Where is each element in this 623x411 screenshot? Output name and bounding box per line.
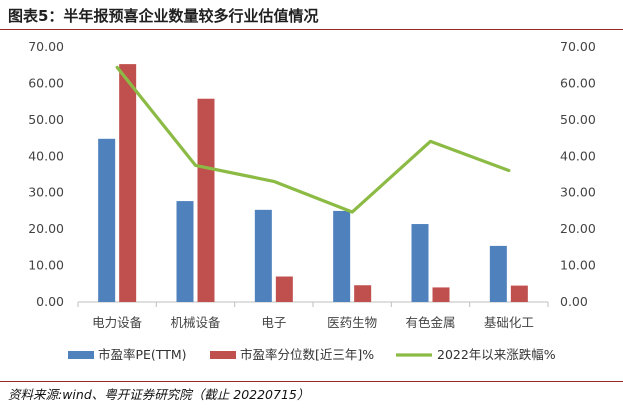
y-tick-label: 60.00 xyxy=(28,75,64,90)
legend-label-percentile: 市盈率分位数[近三年]% xyxy=(240,347,374,362)
source-rule xyxy=(0,381,623,382)
category-label: 机械设备 xyxy=(170,315,221,330)
bar-percentile xyxy=(197,98,215,302)
x-axis-tick-marks xyxy=(77,302,549,307)
category-label: 有色金属 xyxy=(405,315,455,330)
bar-pe xyxy=(98,138,116,302)
legend: 市盈率PE(TTM) 市盈率分位数[近三年]% 2022年以来涨跌幅% xyxy=(68,347,556,362)
line-series xyxy=(115,65,511,214)
y-tick-label: 30.00 xyxy=(28,185,64,200)
bar-pe xyxy=(333,210,351,302)
bar-percentile xyxy=(354,285,372,302)
bar-pe xyxy=(254,209,272,302)
y-tick-label: 70.00 xyxy=(28,39,64,54)
right-axis-ticks: 0.00 10.00 20.00 30.00 40.00 50.00 60.00 70.00 xyxy=(560,39,596,309)
category-label: 医药生物 xyxy=(327,315,377,330)
bar-pe xyxy=(411,224,429,302)
category-label: 基础化工 xyxy=(484,315,534,330)
legend-label-line: 2022年以来涨跌幅% xyxy=(437,347,556,362)
figure-title: 图表5：半年报预喜企业数量较多行业估值情况 xyxy=(8,7,319,25)
y2-tick-label: 10.00 xyxy=(560,258,596,273)
y2-tick-label: 0.00 xyxy=(560,294,588,309)
legend-swatch-pe xyxy=(68,351,94,359)
legend-swatch-percentile xyxy=(210,351,236,359)
source-note: 资料来源:wind、粤开证券研究院（截止 20220715） xyxy=(8,387,310,402)
y-tick-label: 10.00 xyxy=(28,258,64,273)
y2-tick-label: 60.00 xyxy=(560,75,596,90)
y-tick-label: 20.00 xyxy=(28,221,64,236)
bar-percentile xyxy=(432,287,450,302)
title-rule xyxy=(0,29,623,30)
bar-percentile xyxy=(119,64,137,302)
bar-percentile xyxy=(510,285,528,302)
bar-pe xyxy=(489,245,507,302)
y-tick-label: 40.00 xyxy=(28,148,64,163)
y2-tick-label: 70.00 xyxy=(560,39,596,54)
category-label: 电力设备 xyxy=(92,315,143,330)
left-axis-ticks: 0.00 10.00 20.00 30.00 40.00 50.00 60.00 70.00 xyxy=(28,39,64,309)
line-change-since-2022 xyxy=(115,65,511,214)
category-labels: 电力设备 机械设备 电子 医药生物 有色金属 基础化工 xyxy=(92,315,534,330)
y2-tick-label: 20.00 xyxy=(560,221,596,236)
bar-pe xyxy=(176,201,194,302)
legend-label-pe: 市盈率PE(TTM) xyxy=(98,347,187,362)
y2-tick-label: 30.00 xyxy=(560,185,596,200)
bar-percentile xyxy=(275,276,293,302)
y2-tick-label: 50.00 xyxy=(560,112,596,127)
bars xyxy=(98,64,528,302)
y-tick-label: 0.00 xyxy=(36,294,64,309)
category-label: 电子 xyxy=(261,315,286,330)
y-tick-label: 50.00 xyxy=(28,112,64,127)
y2-tick-label: 40.00 xyxy=(560,148,596,163)
